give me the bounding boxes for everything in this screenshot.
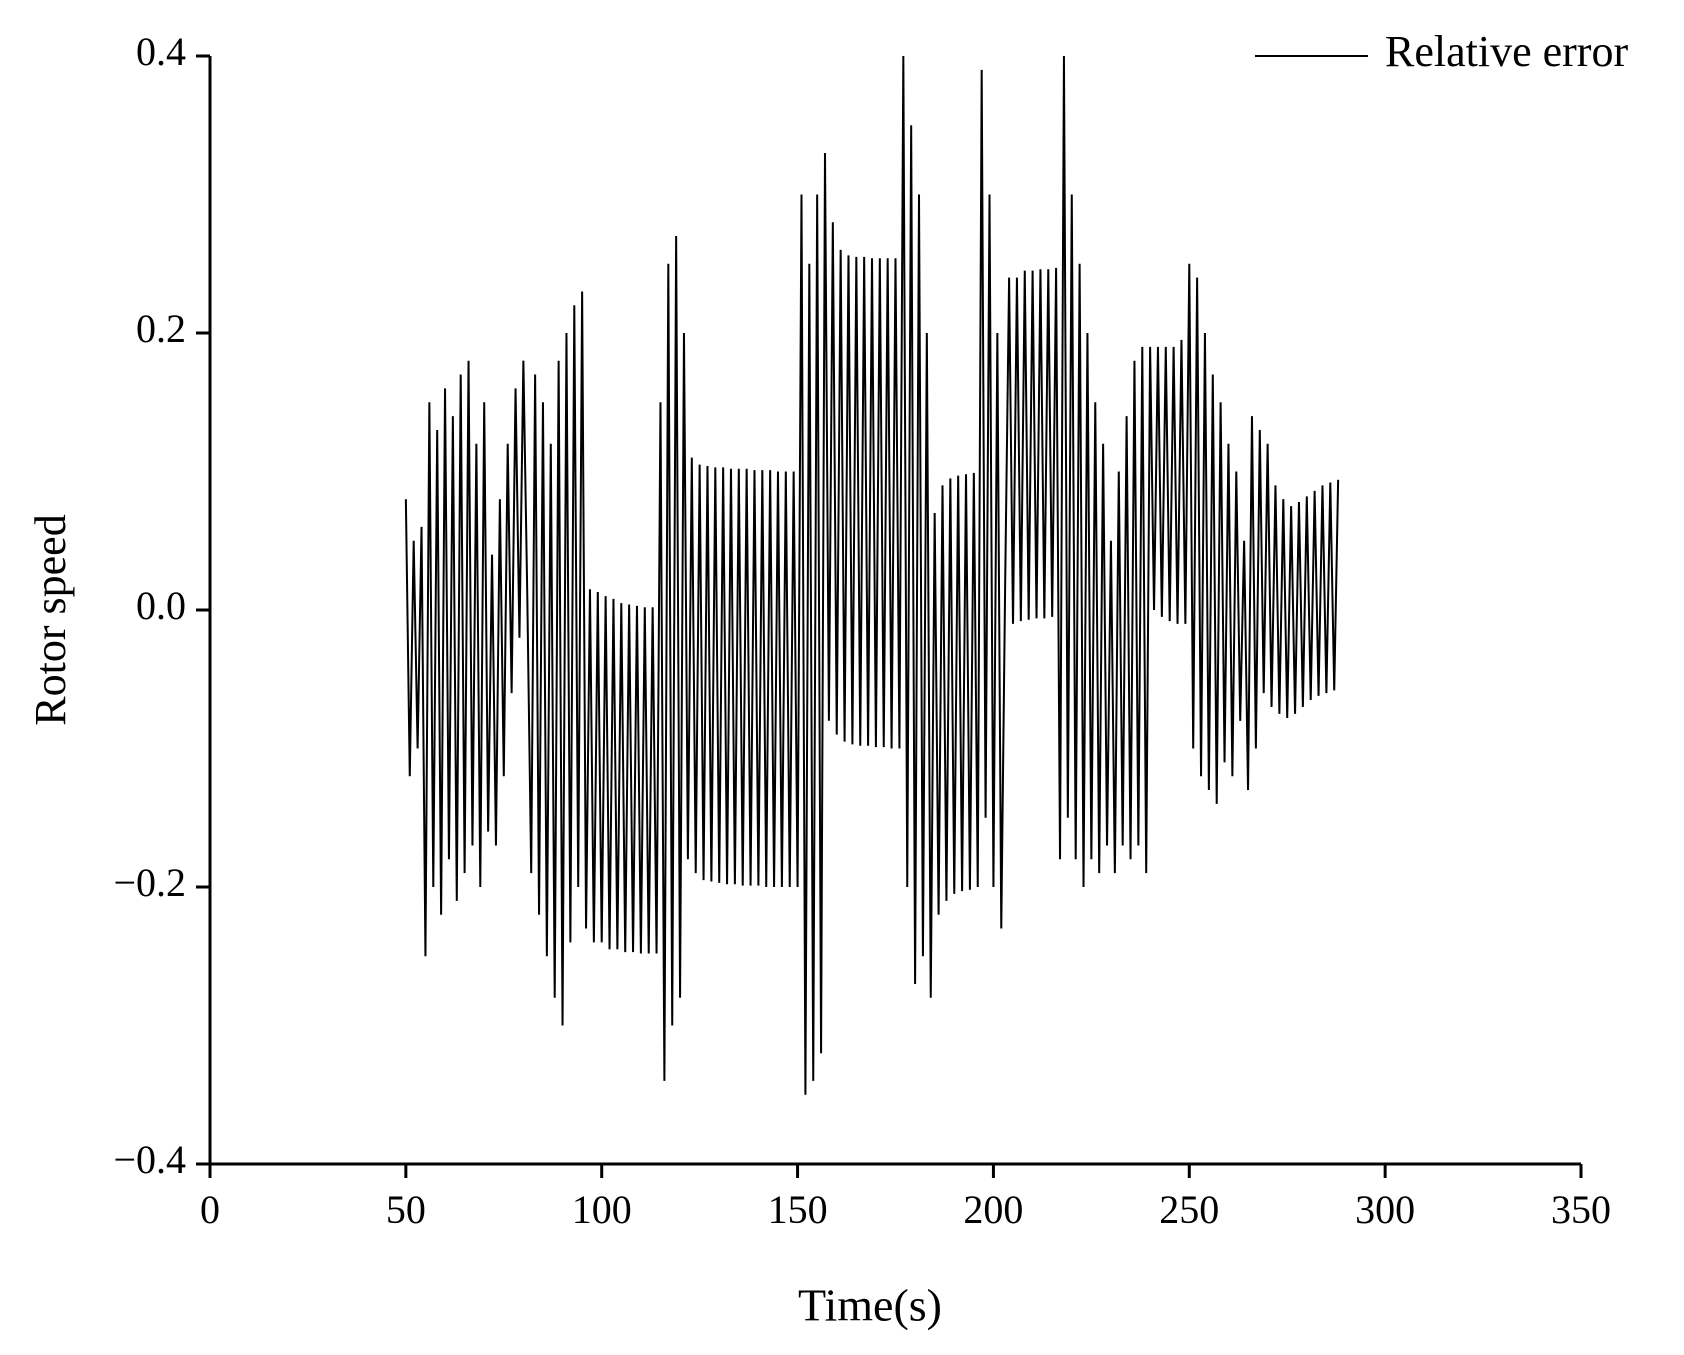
y-tick-label: 0.0 (136, 583, 186, 628)
x-tick-label: 50 (386, 1187, 426, 1232)
y-tick-label: 0.4 (136, 29, 186, 74)
x-tick-label: 350 (1551, 1187, 1611, 1232)
x-tick-label: 0 (200, 1187, 220, 1232)
y-tick-label: 0.2 (136, 306, 186, 351)
data-line (404, 55, 1340, 1095)
y-axis-label: Rotor speed (26, 514, 75, 725)
x-tick-label: 100 (572, 1187, 632, 1232)
x-tick-label: 300 (1355, 1187, 1415, 1232)
legend-label: Relative error (1385, 27, 1628, 76)
x-tick-label: 200 (963, 1187, 1023, 1232)
y-tick-label: −0.2 (113, 860, 186, 905)
x-axis-label: Time(s) (798, 1280, 942, 1331)
y-tick-label: −0.4 (113, 1137, 186, 1182)
x-tick-label: 150 (768, 1187, 828, 1232)
x-tick-label: 250 (1159, 1187, 1219, 1232)
